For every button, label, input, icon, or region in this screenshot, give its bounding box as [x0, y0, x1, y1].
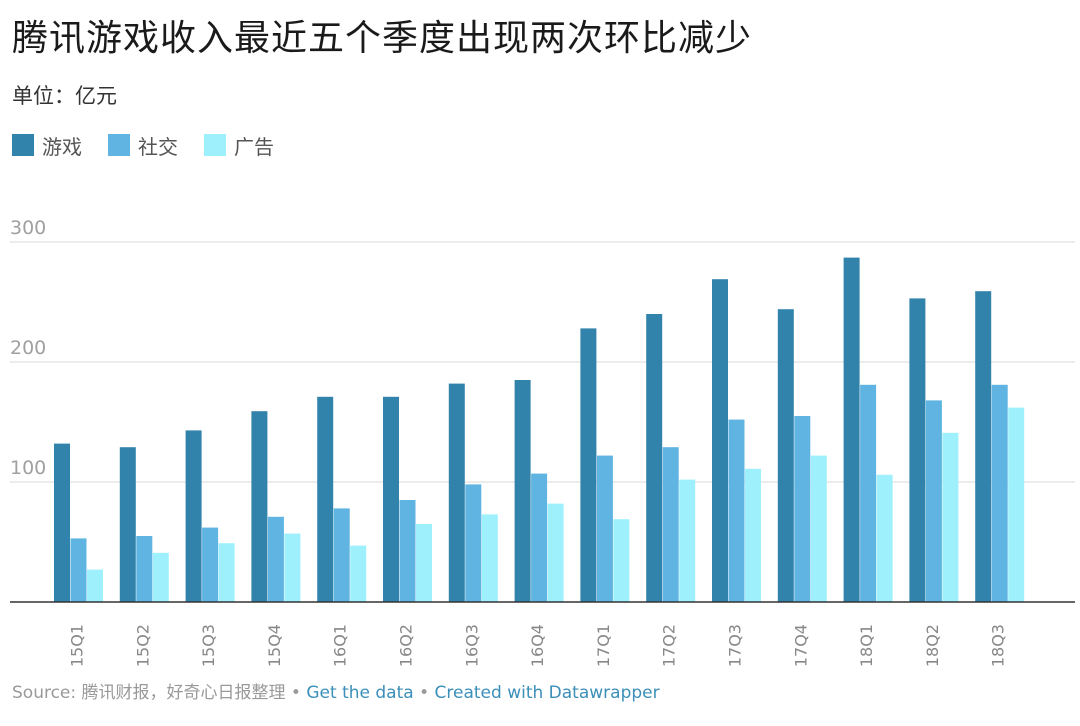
- chart-subtitle: 单位：亿元: [12, 84, 117, 108]
- x-tick-label: 15Q1: [68, 624, 87, 667]
- bar-17Q3-1: [728, 419, 745, 602]
- legend-item-social: 社交: [108, 131, 178, 160]
- bar-17Q4-1: [794, 416, 811, 602]
- bar-15Q4-0: [251, 411, 268, 602]
- x-tick-label: 15Q3: [199, 624, 218, 667]
- bar-15Q3-1: [202, 527, 219, 602]
- legend-label-ads: 广告: [234, 134, 274, 159]
- legend-label-games: 游戏: [42, 134, 82, 159]
- bar-16Q3-2: [481, 514, 498, 602]
- footer: Source: 腾讯财报，好奇心日报整理 • Get the data • Cr…: [12, 680, 660, 706]
- bar-16Q4-0: [514, 380, 531, 602]
- datawrapper-link[interactable]: Created with Datawrapper: [434, 683, 660, 703]
- bar-16Q4-2: [547, 503, 564, 602]
- bar-15Q2-1: [136, 536, 153, 602]
- legend-label-social: 社交: [138, 134, 178, 159]
- bar-15Q4-2: [284, 533, 301, 602]
- bar-18Q2-0: [909, 298, 926, 602]
- bar-15Q2-2: [152, 552, 169, 602]
- bar-15Q3-2: [218, 543, 235, 602]
- x-tick-label: 17Q3: [726, 624, 745, 667]
- footer-separator: •: [285, 683, 307, 703]
- legend-swatch-ads: [204, 134, 226, 156]
- bar-16Q4-1: [531, 473, 548, 602]
- x-tick-label: 16Q2: [397, 624, 416, 667]
- x-tick-label: 17Q1: [594, 624, 613, 667]
- bar-16Q2-0: [383, 396, 399, 602]
- x-tick-label: 17Q4: [791, 624, 810, 667]
- legend-item-ads: 广告: [204, 131, 274, 160]
- chart-title: 腾讯游戏收入最近五个季度出现两次环比减少: [12, 18, 753, 59]
- x-tick-label: 15Q4: [265, 624, 284, 667]
- bar-17Q1-0: [580, 328, 597, 602]
- x-tick-label: 18Q1: [857, 624, 876, 667]
- legend-swatch-social: [108, 134, 130, 156]
- bar-17Q3-0: [712, 279, 728, 602]
- bar-18Q3-1: [991, 384, 1008, 602]
- bar-16Q3-0: [448, 383, 465, 602]
- bar-17Q1-2: [613, 519, 630, 602]
- bar-17Q2-1: [662, 447, 679, 602]
- legend-item-games: 游戏: [12, 131, 82, 160]
- bar-16Q2-2: [416, 524, 432, 602]
- x-tick-label: 16Q4: [528, 624, 547, 667]
- y-tick-label: 100: [10, 457, 46, 479]
- bar-15Q1-0: [54, 443, 70, 602]
- bar-17Q4-0: [777, 309, 794, 602]
- bar-chart: 100 200 300 15Q1 15Q2 15Q3 15Q4 16Q1 16Q2 16Q3 16Q…: [10, 217, 1075, 667]
- bar-18Q1-1: [860, 384, 877, 602]
- bar-16Q3-1: [465, 484, 482, 602]
- y-tick-label: 300: [10, 217, 46, 239]
- bar-17Q4-2: [810, 455, 827, 602]
- bar-15Q3-0: [185, 430, 202, 602]
- source-text: Source: 腾讯财报，好奇心日报整理: [12, 683, 286, 703]
- bar-17Q1-1: [596, 455, 613, 602]
- bar-16Q1-0: [317, 396, 334, 602]
- y-tick-label: 200: [10, 337, 46, 359]
- bar-17Q2-0: [646, 314, 663, 602]
- bar-18Q3-2: [1008, 407, 1025, 602]
- bar-18Q2-2: [942, 432, 959, 602]
- bar-15Q1-2: [87, 569, 103, 602]
- bar-18Q3-0: [975, 291, 992, 602]
- bar-16Q1-2: [350, 545, 367, 602]
- bar-15Q2-0: [119, 447, 136, 602]
- footer-separator: •: [413, 683, 435, 703]
- x-tick-label: 16Q3: [462, 624, 481, 667]
- x-tick-label: 18Q2: [923, 624, 942, 667]
- bar-18Q1-2: [876, 474, 893, 602]
- bar-18Q2-1: [925, 400, 942, 602]
- bar-15Q4-1: [267, 516, 284, 602]
- bar-18Q1-0: [843, 257, 860, 602]
- legend: 游戏 社交 广告: [12, 128, 300, 162]
- get-data-link[interactable]: Get the data: [306, 683, 414, 703]
- x-tick-label: 16Q1: [331, 624, 350, 667]
- legend-swatch-games: [12, 134, 34, 156]
- bar-15Q1-1: [70, 538, 87, 602]
- x-tick-label: 18Q3: [989, 624, 1008, 667]
- x-tick-label: 17Q2: [660, 624, 679, 667]
- bar-16Q2-1: [399, 500, 416, 602]
- x-tick-label: 15Q2: [133, 624, 152, 667]
- bar-17Q3-2: [745, 468, 761, 602]
- bar-16Q1-1: [333, 508, 350, 602]
- bar-17Q2-2: [679, 479, 696, 602]
